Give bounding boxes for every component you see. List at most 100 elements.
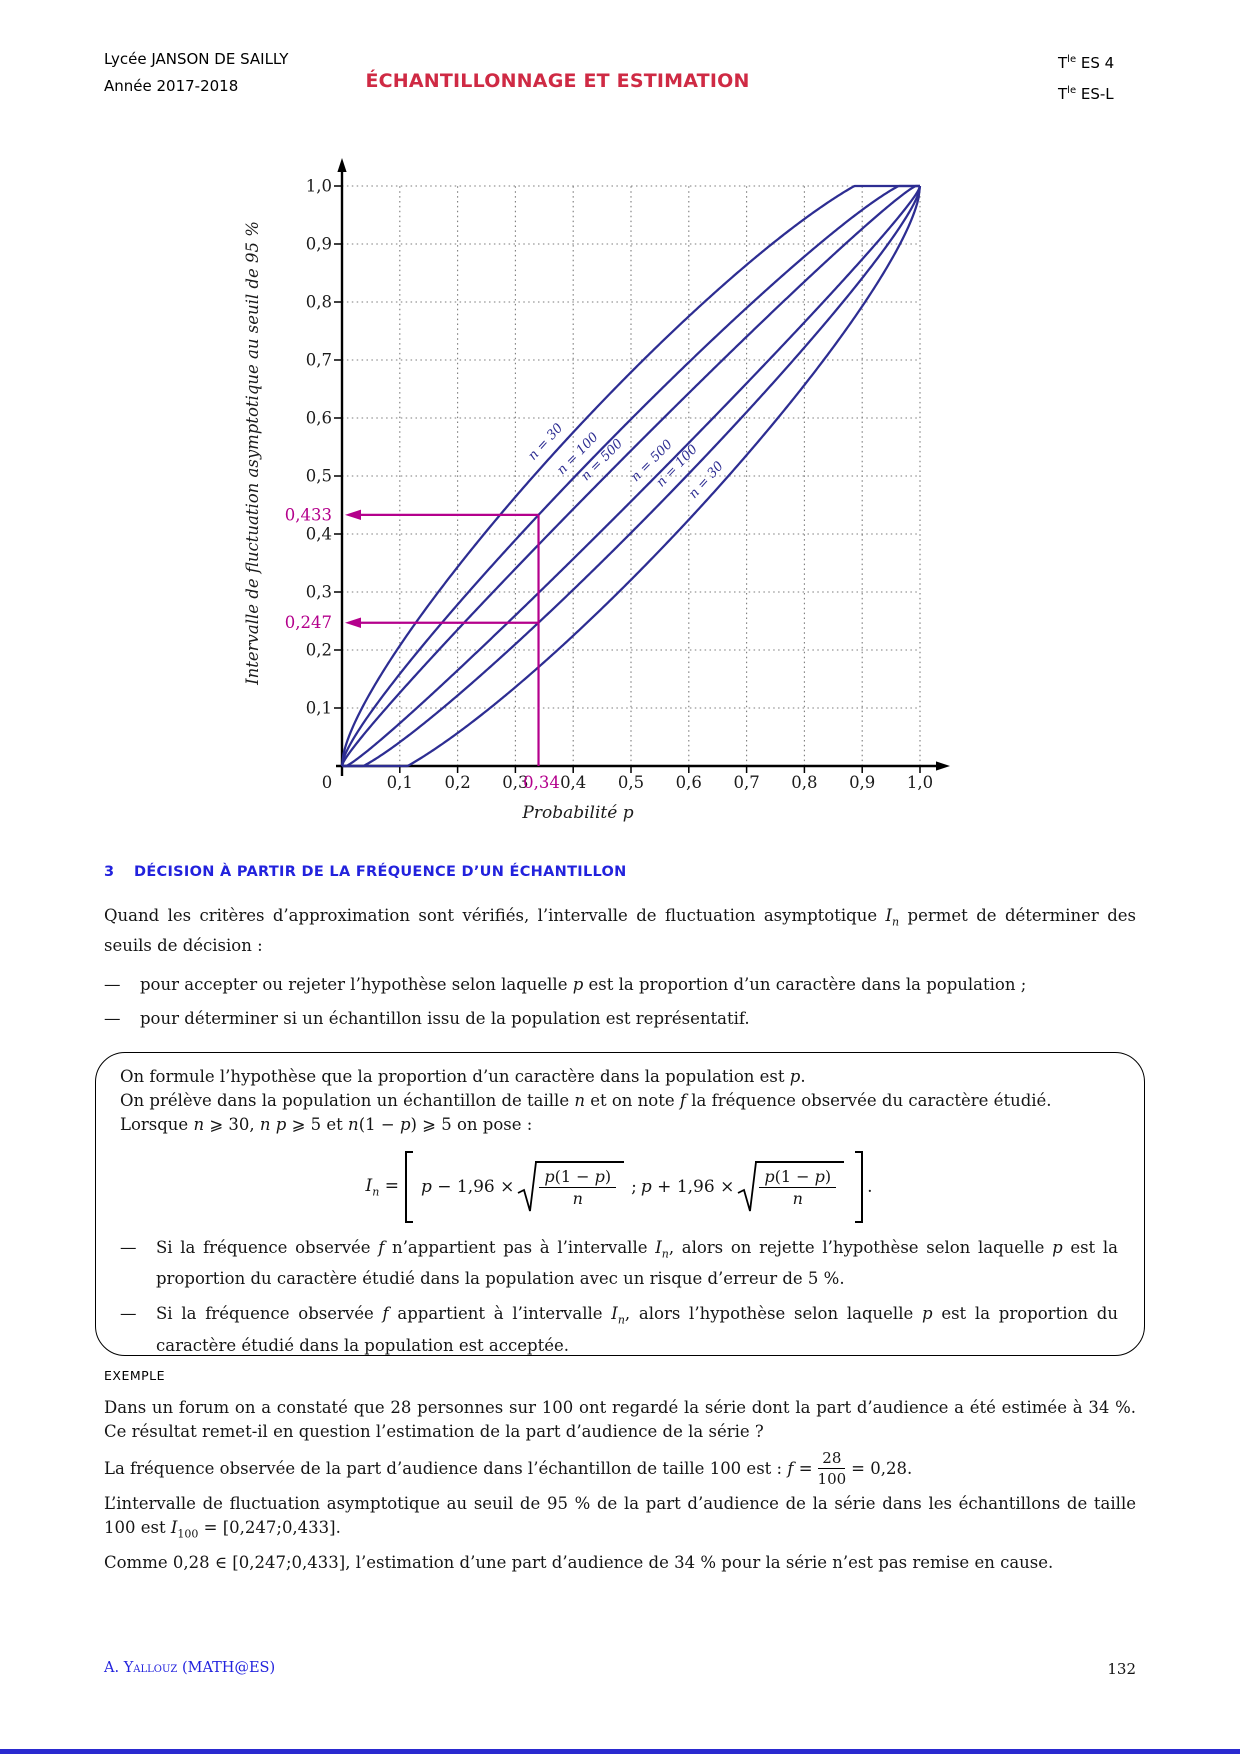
example-fraction-post: = 0,28. [851,1458,913,1478]
y-axis-arrow [337,158,347,172]
dash: — [104,1009,121,1028]
footer-author: A. Yallouz (MATH@ES) [104,1660,276,1676]
header-class-block: Tle ES 4 Tle ES-L [1058,46,1114,108]
footer-page-number: 132 [1107,1660,1136,1678]
box-line: On prélève dans la population un échanti… [120,1091,1052,1110]
svg-text:0: 0 [322,773,333,792]
sqrt-right: p(1 − p) n [737,1159,845,1215]
svg-text:0,2: 0,2 [444,773,470,792]
box-list-item: — Si la fréquence observée f n’appartien… [120,1235,1118,1291]
school-year: Année 2017-2018 [104,77,239,95]
class-line-1: Tle ES 4 [1058,54,1115,72]
dash: — [120,1304,137,1324]
school-name: Lycée JANSON DE SAILLY [104,50,289,68]
curve-upper-n30 [340,184,920,767]
fluctuation-chart: 0,1 0,2 0,3 0,4 0,5 0,6 0,7 0,8 0,9 1,0 0,1 0,2 0,3 0… [238,118,958,838]
fraction: p(1 − p) n [759,1167,837,1208]
intro-paragraph: Quand les critères d’approximation sont … [104,906,1136,956]
box-item-text: Si la fréquence observée f appartient à … [156,1304,1118,1355]
radical-sign [737,1161,758,1212]
curve-label-lower-n30: n = 30 [686,459,727,502]
y-axis-label: Intervalle de fluctuation asymptotique a… [243,221,262,686]
svg-text:0,247: 0,247 [285,613,332,632]
page-title: ÉCHANTILLONNAGE ET ESTIMATION [365,70,750,92]
curve-lower-n100 [342,185,922,768]
fraction: 28 100 [817,1449,847,1488]
fluctuation-chart-svg: 0,1 0,2 0,3 0,4 0,5 0,6 0,7 0,8 0,9 1,00,10,20,30… [243,158,950,823]
bottom-rule [0,1749,1240,1754]
formula-right-term: p + 1,96 × [640,1177,735,1197]
intro-list: — pour accepter ou rejeter l’hypothèse s… [104,972,1136,1040]
radical-sign [518,1161,538,1212]
formula-left-term: p − 1,96 × [420,1177,515,1197]
svg-text:0,9: 0,9 [849,773,875,792]
svg-text:0,3: 0,3 [502,773,528,792]
list-item-text: pour déterminer si un échantillon issu d… [140,1009,750,1028]
curve-label-upper-n30: n = 30 [526,421,567,464]
x-axis-label: Probabilité p [521,803,633,823]
example-fraction-pre: La fréquence observée de la part d’audie… [104,1458,813,1478]
interval-formula: In = p − 1,96 × p(1 − p) n ; p + 1,96 × [120,1151,1118,1223]
example-label: EXEMPLE [104,1368,166,1383]
radicand: p(1 − p) n [755,1161,845,1208]
svg-text:0,6: 0,6 [676,773,702,792]
right-bracket [855,1151,864,1223]
svg-text:0,8: 0,8 [306,293,332,312]
example-block: Dans un forum on a constaté que 28 perso… [104,1396,1136,1580]
svg-text:0,7: 0,7 [306,351,332,370]
curve-lower-n30 [342,185,922,768]
axes [336,158,950,776]
svg-text:0,9: 0,9 [306,235,332,254]
list-item: — pour déterminer si un échantillon issu… [104,1006,1136,1031]
svg-text:0,6: 0,6 [306,409,332,428]
list-item-text: pour accepter ou rejeter l’hypothèse sel… [140,975,1027,994]
svg-text:0,2: 0,2 [306,641,332,660]
x-axis-arrow [936,761,950,771]
section-title: DÉCISION À PARTIR DE LA FRÉQUENCE D’UN É… [134,864,627,880]
dash: — [120,1238,137,1257]
tick-marks [334,185,921,773]
list-item: — pour accepter ou rejeter l’hypothèse s… [104,972,1136,997]
svg-text:0,34: 0,34 [523,773,560,792]
example-paragraph: Comme 0,28 ∈ [0,247;0,433], l’estimation… [104,1553,1054,1573]
svg-text:0,8: 0,8 [791,773,817,792]
radicand: p(1 − p) n [535,1161,625,1208]
header-school-block: Lycée JANSON DE SAILLY Année 2017-2018 [104,46,288,100]
section-heading: 3 DÉCISION À PARTIR DE LA FRÉQUENCE D’UN… [104,864,627,880]
box-item-text: Si la fréquence observée f n’appartient … [156,1238,1118,1289]
fraction: p(1 − p) n [539,1167,617,1208]
svg-text:0,1: 0,1 [306,699,332,718]
annotation-labels: 0,433 0,247 0,34 [285,505,560,792]
curve-upper-n100 [340,184,920,767]
svg-text:0,5: 0,5 [306,467,332,486]
svg-text:0,1: 0,1 [387,773,413,792]
formula-lhs: In = [365,1175,399,1199]
tick-labels: 0,1 0,2 0,3 0,4 0,5 0,6 0,7 0,8 0,9 1,00,10,20,30… [306,177,933,793]
theorem-box: On formule l’hypothèse que la proportion… [95,1052,1145,1356]
curve-lower-n500 [342,185,922,768]
example-fraction-line: La fréquence observée de la part d’audie… [104,1449,1136,1488]
svg-text:0,433: 0,433 [285,505,332,524]
section-number: 3 [104,864,115,880]
svg-text:0,7: 0,7 [733,773,759,792]
formula-separator: ; [631,1177,637,1197]
example-paragraph: L’intervalle de fluctuation asymptotique… [104,1494,1136,1541]
annotation [345,509,540,766]
formula-period: . [867,1177,873,1197]
sqrt-left: p(1 − p) n [517,1159,625,1215]
dash: — [104,975,121,994]
svg-text:1,0: 1,0 [907,773,933,792]
class-line-2: Tle ES-L [1058,85,1114,103]
svg-text:0,4: 0,4 [560,773,586,792]
box-line: On formule l’hypothèse que la proportion… [120,1067,806,1086]
box-line: Lorsque n ⩾ 30, n p ⩾ 5 et n(1 − p) ⩾ 5 … [120,1115,533,1134]
svg-text:0,3: 0,3 [306,583,332,602]
curve-upper-n500 [340,184,920,767]
left-bracket [404,1151,413,1223]
box-list-item: — Si la fréquence observée f appartient … [120,1301,1118,1357]
svg-text:0,4: 0,4 [306,525,332,544]
example-paragraph: Dans un forum on a constaté que 28 perso… [104,1398,1136,1441]
svg-text:0,5: 0,5 [618,773,644,792]
svg-text:1,0: 1,0 [306,177,332,196]
